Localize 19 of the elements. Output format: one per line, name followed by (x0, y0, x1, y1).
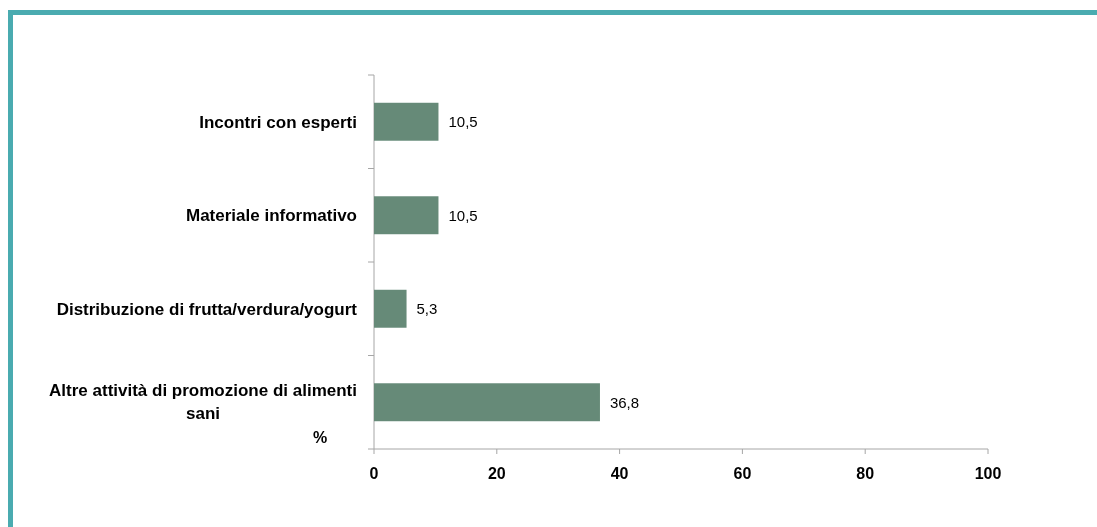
x-tick-label: 80 (856, 465, 875, 482)
bar (374, 102, 439, 141)
data-label: 36,8 (609, 393, 640, 411)
x-tick-label: 100 (974, 465, 1002, 482)
data-label: 10,5 (448, 206, 478, 224)
y-tick-label: Altre attività di promozione di alimenti sani (49, 380, 358, 423)
data-label: 5,3 (416, 300, 438, 317)
x-tick-label: 40 (610, 465, 629, 482)
x-tick-label: 60 (733, 465, 752, 482)
x-tick-label: 0 (369, 465, 379, 482)
x-axis-title: % (312, 428, 328, 446)
data-label: 10,5 (448, 113, 478, 130)
y-tick-label: Materiale informativo (186, 206, 357, 226)
y-tick-label: Distribuzione di frutta/verdura/yogurt (56, 299, 358, 319)
x-tick-label: 20 (487, 465, 506, 482)
bar (374, 196, 439, 235)
bar (374, 289, 407, 328)
y-tick-label: Incontri con esperti (199, 112, 357, 132)
bar (374, 383, 600, 422)
